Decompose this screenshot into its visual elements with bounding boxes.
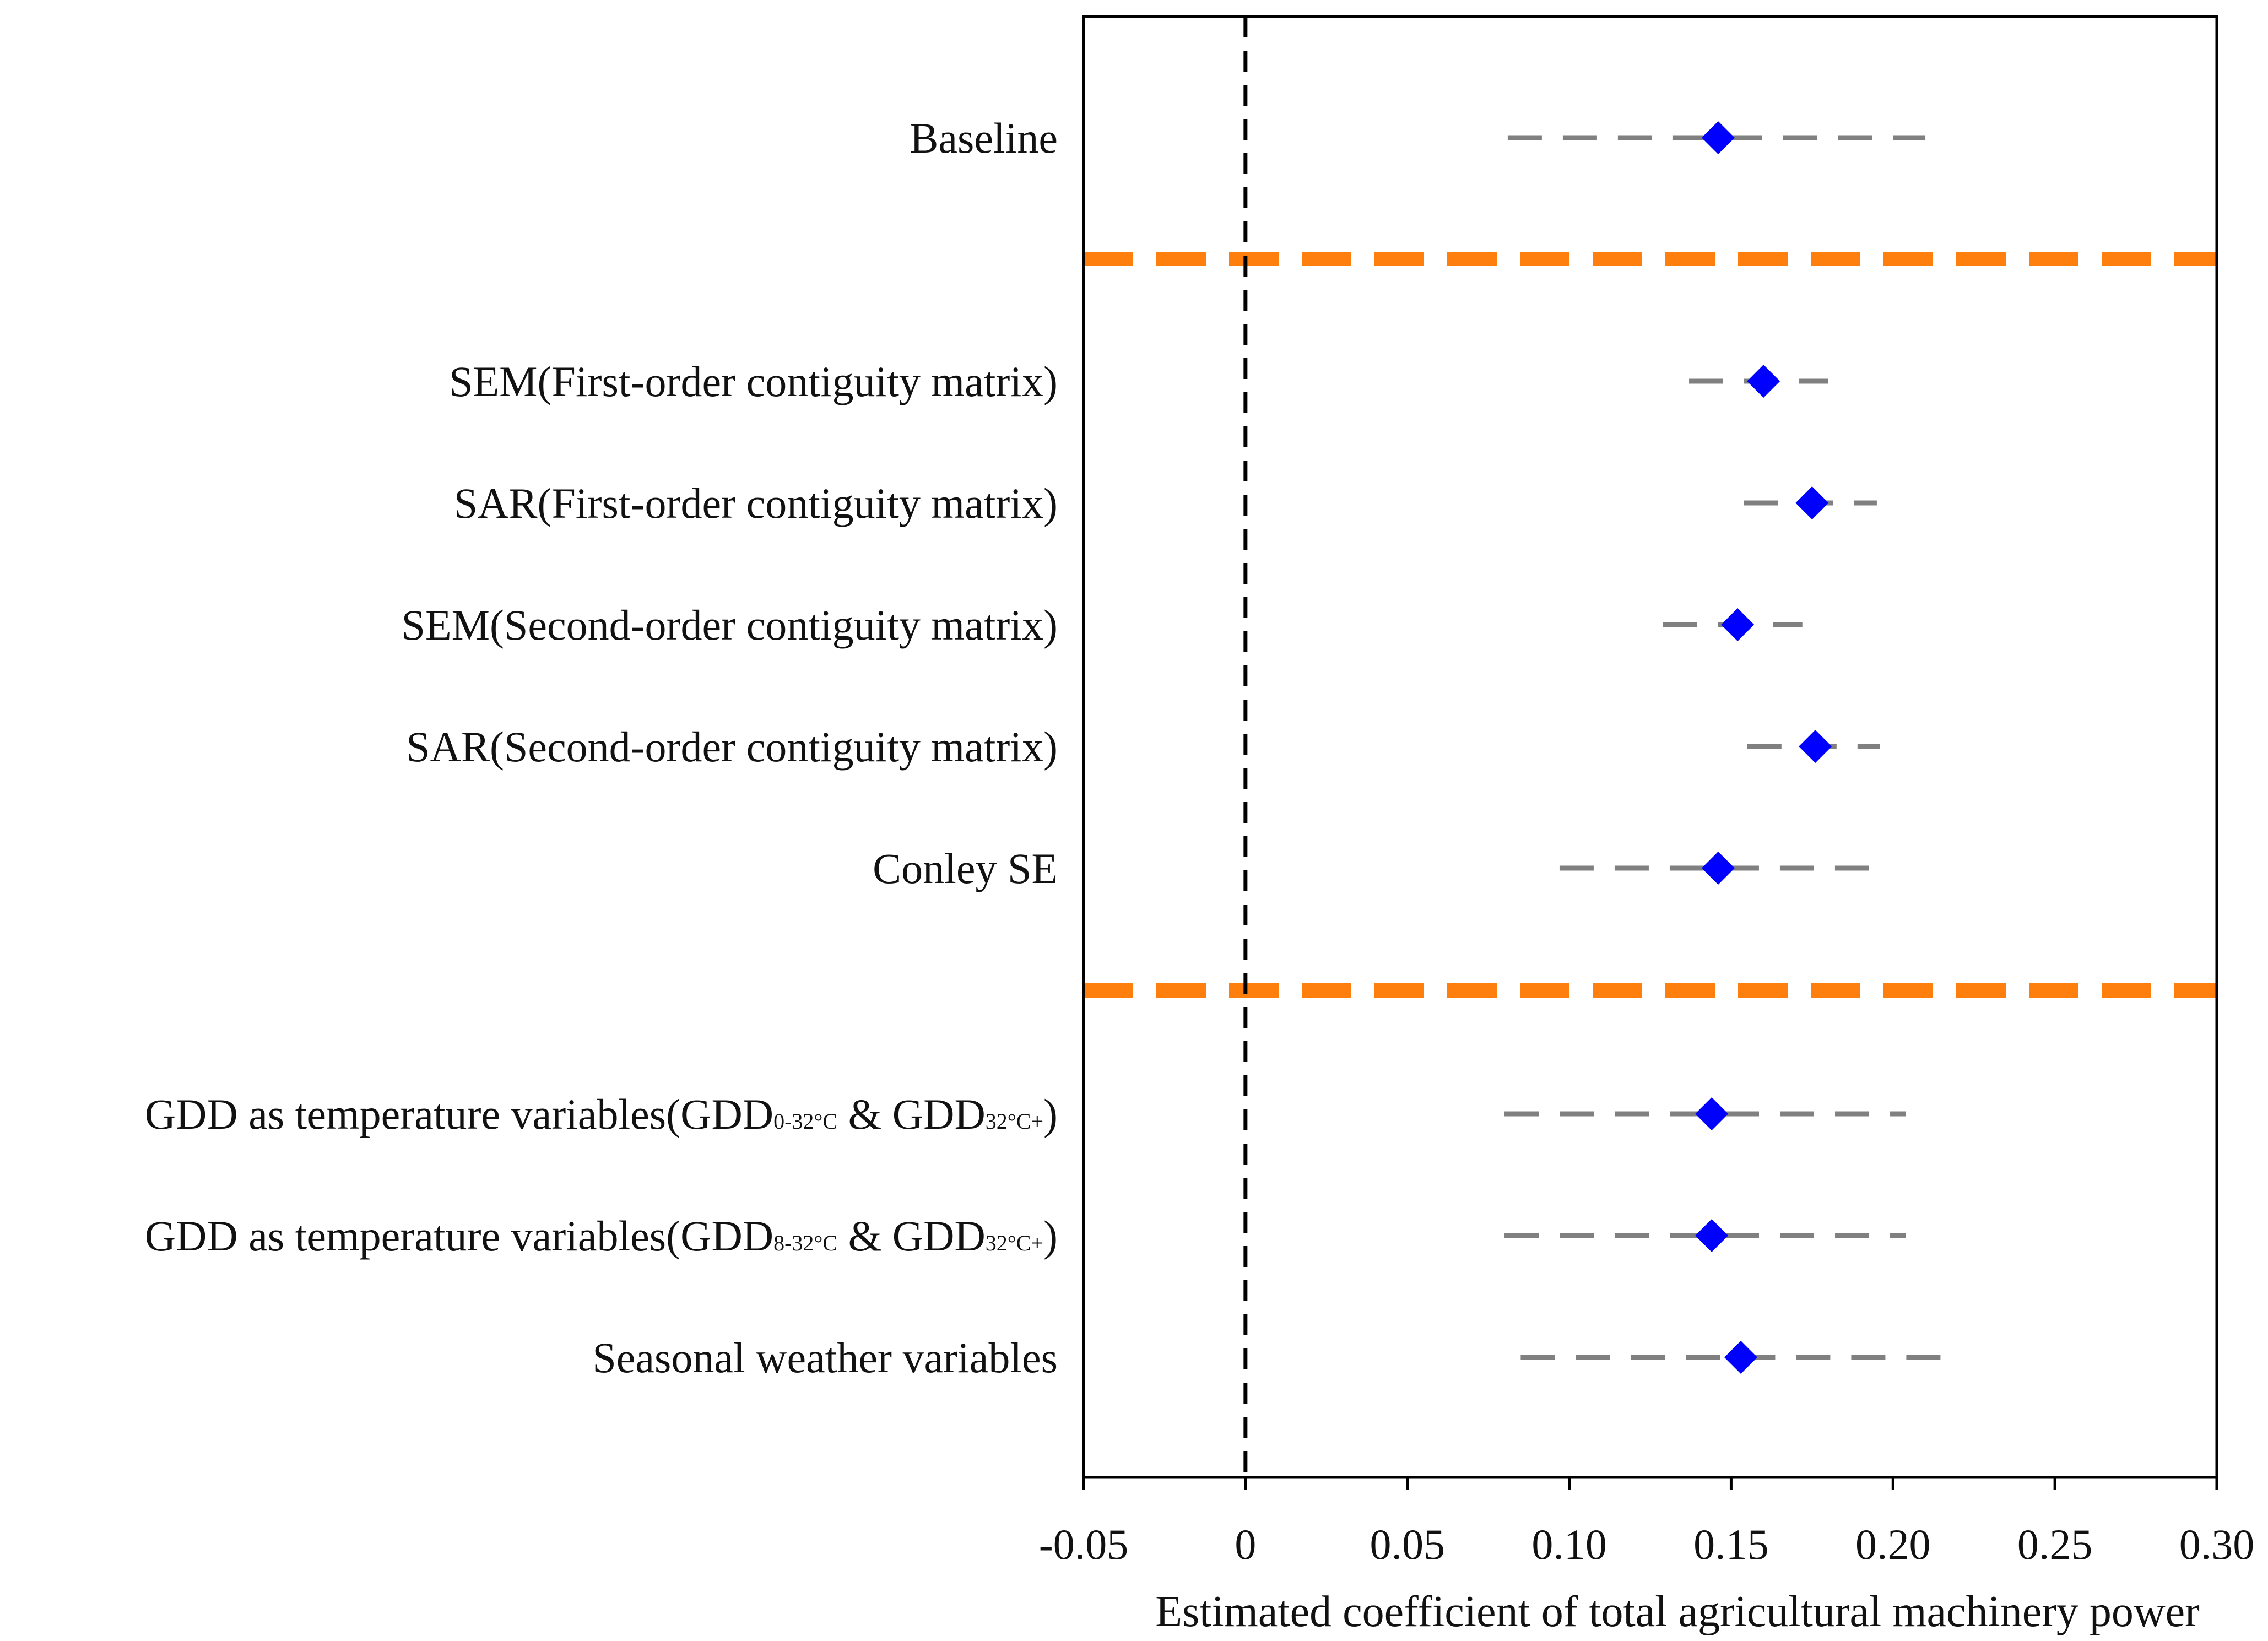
row-label: Conley SE (873, 844, 1058, 892)
row-label: SAR(Second-order contiguity matrix) (406, 723, 1058, 771)
x-tick-label: -0.05 (1039, 1520, 1128, 1568)
point-estimate (1701, 121, 1735, 154)
point-estimate (1724, 1341, 1758, 1374)
plot-frame (1082, 15, 2218, 1479)
point-estimates (1695, 121, 1832, 1374)
row-labels: Baseline SEM(First-order contiguity matri… (145, 114, 1058, 1382)
x-tick-label: 0.15 (1693, 1520, 1769, 1568)
x-tick-label: 0.30 (2179, 1520, 2255, 1568)
x-axis-tick-labels: -0.05 0 0.05 0.10 0.15 0.20 0.25 0.30 (1039, 1520, 2254, 1568)
point-estimate (1695, 1097, 1729, 1130)
row-label: GDD as temperature variables(GDD0-32°C &… (145, 1090, 1058, 1138)
x-axis-label: Estimated coefficient of total agricultu… (1155, 1588, 2200, 1636)
point-estimate (1747, 365, 1780, 398)
x-tick-label: 0.20 (1855, 1520, 1931, 1568)
x-axis-ticks (1082, 1477, 2218, 1490)
group-separators (1084, 252, 2217, 998)
row-label: Seasonal weather variables (592, 1334, 1058, 1382)
x-tick-label: 0 (1235, 1520, 1256, 1568)
row-label: GDD as temperature variables(GDD8-32°C &… (145, 1212, 1058, 1260)
row-label: SAR(First-order contiguity matrix) (454, 479, 1058, 527)
x-tick-label: 0.10 (1531, 1520, 1607, 1568)
confidence-intervals (1504, 135, 1961, 1360)
point-estimate (1721, 608, 1755, 641)
point-estimate (1799, 730, 1832, 763)
point-estimate (1795, 486, 1829, 519)
x-tick-label: 0.05 (1370, 1520, 1445, 1568)
row-label: SEM(First-order contiguity matrix) (449, 358, 1058, 405)
point-estimate (1701, 852, 1735, 885)
row-label: SEM(Second-order contiguity matrix) (402, 601, 1058, 649)
row-label: Baseline (910, 114, 1058, 162)
point-estimate (1695, 1219, 1729, 1252)
x-tick-label: 0.25 (2017, 1520, 2093, 1568)
